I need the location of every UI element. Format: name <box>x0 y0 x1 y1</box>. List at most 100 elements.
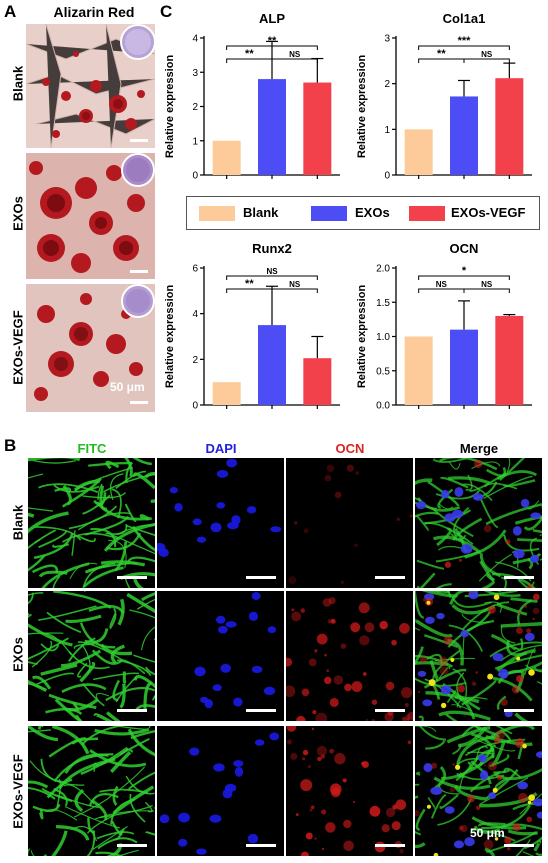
panel-a-row-label-blank: Blank <box>10 65 26 102</box>
significance-bracket <box>463 288 510 293</box>
bar-blank <box>404 129 433 175</box>
fluorescence-image <box>28 591 155 721</box>
y-tick-label: 1 <box>384 125 390 136</box>
fluorescence-image <box>286 726 412 856</box>
scale-bar <box>504 844 534 847</box>
y-tick-label: 0 <box>384 171 390 182</box>
significance-label: * <box>462 265 467 277</box>
y-tick-label: 0.5 <box>376 366 390 377</box>
panel-a-scale-label: 50 μm <box>110 380 145 394</box>
panel-b-row-label-exos: EXOs <box>10 637 26 672</box>
y-tick-label: 4 <box>192 309 198 320</box>
fluorescence-dapi-exos-vegf <box>157 726 284 856</box>
panel-a-image-blank <box>26 24 155 148</box>
panel-a-title: Alizarin Red <box>53 4 135 20</box>
legend-swatch-exos <box>311 206 347 221</box>
y-tick-label: 3 <box>192 68 198 79</box>
fluorescence-fitc-exos <box>28 591 155 721</box>
significance-bracket <box>226 275 318 280</box>
significance-label: ** <box>245 278 254 290</box>
chart-title: OCN <box>450 241 479 256</box>
scale-bar <box>246 844 276 847</box>
y-tick-label: 3 <box>384 34 390 45</box>
significance-label: NS <box>481 280 493 289</box>
fluorescence-dapi-blank <box>157 458 284 588</box>
panel-a-row-label-exos-vegf: EXOs-VEGF <box>10 310 26 385</box>
y-tick-label: 1 <box>192 136 198 147</box>
fluorescence-image <box>157 458 282 557</box>
significance-label: ** <box>437 48 446 60</box>
fluorescence-image <box>286 597 413 721</box>
exos-vegf-alizarin-micrograph <box>26 284 155 412</box>
y-tick-label: 2 <box>192 355 198 366</box>
scale-bar <box>117 709 147 712</box>
panel-b-col-merge: Merge <box>459 441 499 456</box>
significance-label: ** <box>268 35 277 47</box>
scale-bar <box>375 576 405 579</box>
bar-exos-vegf <box>303 358 332 405</box>
panel-b-letter: B <box>4 436 17 455</box>
chart-ylabel: Relative expression <box>356 55 368 159</box>
significance-bracket <box>418 288 465 293</box>
significance-bracket <box>271 288 318 293</box>
significance-label: NS <box>266 267 278 276</box>
bar-blank <box>404 336 433 405</box>
chart-ocn: OCN Relative expression 0.0 0.5 1.0 1.5 2.0 NS N… <box>356 241 532 412</box>
chart-title: Col1a1 <box>443 11 486 26</box>
bar-exos <box>258 325 286 405</box>
scale-bar <box>246 709 276 712</box>
chart-col1a1: Col1a1 Relative expression 0 1 2 3 ** NS *** <box>356 11 532 182</box>
legend-swatch-exos-vegf <box>409 206 445 221</box>
y-tick-label: 2 <box>384 79 390 90</box>
y-tick-label: 0 <box>192 171 198 182</box>
scale-bar <box>375 844 405 847</box>
bar-blank <box>212 382 241 405</box>
y-tick-label: 1.5 <box>376 298 390 309</box>
fluorescence-fitc-exos-vegf <box>28 726 155 856</box>
bar-exos <box>258 79 286 175</box>
legend-label-exos-vegf: EXOs-VEGF <box>451 205 526 220</box>
panel-b-col-ocn: OCN <box>335 441 365 456</box>
scale-bar <box>117 844 147 847</box>
fluorescence-image <box>415 591 542 721</box>
bar-exos-vegf <box>495 315 524 405</box>
bar-blank <box>212 140 241 175</box>
y-tick-label: 2.0 <box>376 264 390 275</box>
chart-title: ALP <box>259 11 285 26</box>
bar-exos-vegf <box>495 78 524 175</box>
fluorescence-fitc-blank <box>28 458 155 588</box>
panel-a-scale-bar-2 <box>130 270 148 273</box>
y-tick-label: 6 <box>192 264 198 275</box>
significance-label: *** <box>458 35 472 47</box>
fluorescence-image <box>415 726 542 856</box>
y-tick-label: 1.0 <box>376 332 390 343</box>
legend-label-blank: Blank <box>243 205 279 220</box>
scale-bar <box>504 709 534 712</box>
panel-b-row-label-exos-vegf: EXOs-VEGF <box>10 754 26 829</box>
fluorescence-image <box>288 464 413 584</box>
scale-bar <box>117 576 147 579</box>
fluorescence-image <box>28 726 155 856</box>
bar-exos <box>450 329 478 405</box>
bar-exos <box>450 96 478 175</box>
fluorescence-ocn-exos-vegf <box>286 726 413 856</box>
panel-a-image-exos <box>26 153 155 279</box>
significance-bracket <box>418 275 510 280</box>
fluorescence-ocn-blank <box>286 458 413 588</box>
panel-b-row-label-blank: Blank <box>10 504 26 541</box>
chart-ylabel: Relative expression <box>164 285 176 389</box>
legend-label-exos: EXOs <box>355 205 390 220</box>
chart-alp: ALP Relative expression 0 1 2 3 4 ** NS ** <box>164 11 340 182</box>
significance-label: NS <box>289 50 301 59</box>
chart-runx2: Runx2 Relative expression 0 2 4 6 ** NS NS <box>164 241 340 412</box>
fluorescence-merge-exos-vegf <box>415 726 542 856</box>
legend-swatch-blank <box>199 206 235 221</box>
bar-exos-vegf <box>303 82 332 175</box>
y-tick-label: 0.0 <box>376 401 390 412</box>
panel-a-scale-bar-1 <box>130 139 148 142</box>
scale-bar <box>375 709 405 712</box>
significance-bracket <box>418 45 510 50</box>
chart-title: Runx2 <box>252 241 292 256</box>
panel-a-image-exos-vegf: 50 μm <box>26 284 155 412</box>
fluorescence-image <box>194 592 277 709</box>
